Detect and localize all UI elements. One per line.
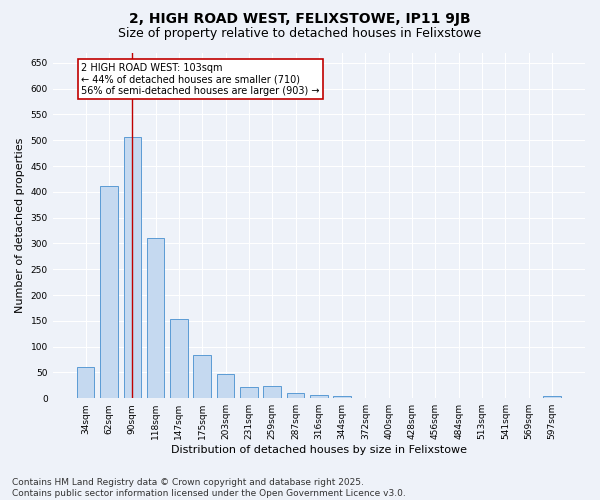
- Y-axis label: Number of detached properties: Number of detached properties: [15, 138, 25, 313]
- Text: 2 HIGH ROAD WEST: 103sqm
← 44% of detached houses are smaller (710)
56% of semi-: 2 HIGH ROAD WEST: 103sqm ← 44% of detach…: [81, 63, 319, 96]
- Bar: [334, 396, 351, 398]
- X-axis label: Distribution of detached houses by size in Felixstowe: Distribution of detached houses by size …: [171, 445, 467, 455]
- Bar: [147, 238, 164, 398]
- Bar: [77, 367, 94, 398]
- Bar: [310, 394, 328, 398]
- Bar: [287, 393, 304, 398]
- Text: 2, HIGH ROAD WEST, FELIXSTOWE, IP11 9JB: 2, HIGH ROAD WEST, FELIXSTOWE, IP11 9JB: [129, 12, 471, 26]
- Bar: [100, 186, 118, 398]
- Text: Contains HM Land Registry data © Crown copyright and database right 2025.
Contai: Contains HM Land Registry data © Crown c…: [12, 478, 406, 498]
- Bar: [263, 386, 281, 398]
- Bar: [544, 396, 561, 398]
- Text: Size of property relative to detached houses in Felixstowe: Size of property relative to detached ho…: [118, 28, 482, 40]
- Bar: [170, 318, 188, 398]
- Bar: [193, 355, 211, 398]
- Bar: [124, 136, 141, 398]
- Bar: [240, 387, 257, 398]
- Bar: [217, 374, 234, 398]
